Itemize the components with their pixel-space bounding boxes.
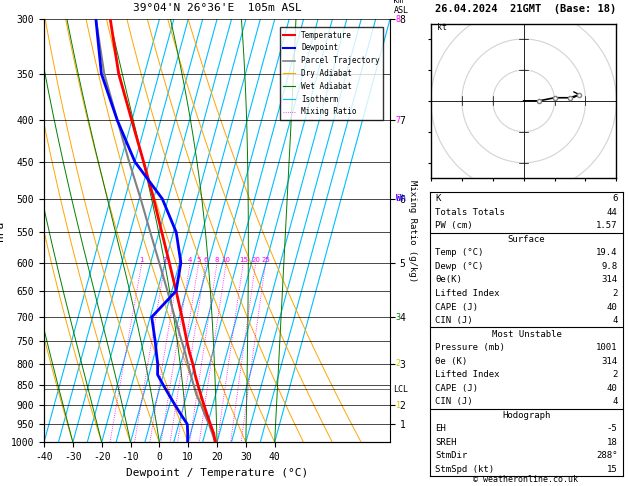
Text: 314: 314	[601, 357, 618, 365]
Text: kt: kt	[437, 23, 447, 32]
Text: 6: 6	[612, 194, 618, 203]
Text: 314: 314	[601, 276, 618, 284]
Text: 4: 4	[612, 316, 618, 325]
Text: 1: 1	[140, 257, 144, 263]
X-axis label: Dewpoint / Temperature (°C): Dewpoint / Temperature (°C)	[126, 468, 308, 478]
Text: 25: 25	[261, 257, 270, 263]
Text: 18: 18	[607, 438, 618, 447]
Text: 2: 2	[163, 257, 167, 263]
Text: 8: 8	[215, 257, 220, 263]
Text: 2: 2	[612, 289, 618, 298]
Text: 6: 6	[396, 194, 401, 203]
Text: θe (K): θe (K)	[435, 357, 468, 365]
Text: PW (cm): PW (cm)	[435, 221, 473, 230]
Text: Pressure (mb): Pressure (mb)	[435, 343, 505, 352]
Text: 44: 44	[607, 208, 618, 217]
Text: EH: EH	[435, 424, 446, 434]
Text: 40: 40	[607, 303, 618, 312]
Text: CIN (J): CIN (J)	[435, 316, 473, 325]
Text: Wh: Wh	[396, 194, 406, 203]
Text: 1001: 1001	[596, 343, 618, 352]
Text: 20: 20	[251, 257, 260, 263]
Text: 3: 3	[396, 312, 401, 322]
Text: Surface: Surface	[508, 235, 545, 244]
Text: 15: 15	[607, 465, 618, 474]
Text: © weatheronline.co.uk: © weatheronline.co.uk	[473, 475, 577, 484]
Text: 6: 6	[204, 257, 208, 263]
Text: CAPE (J): CAPE (J)	[435, 303, 479, 312]
Y-axis label: Mixing Ratio (g/kg): Mixing Ratio (g/kg)	[408, 180, 416, 282]
Text: km
ASL: km ASL	[394, 0, 408, 15]
Text: StmSpd (kt): StmSpd (kt)	[435, 465, 494, 474]
Text: 2: 2	[612, 370, 618, 379]
Text: 19.4: 19.4	[596, 248, 618, 258]
Text: 7: 7	[396, 116, 401, 125]
Text: 3: 3	[177, 257, 182, 263]
Text: CIN (J): CIN (J)	[435, 398, 473, 406]
Text: 26.04.2024  21GMT  (Base: 18): 26.04.2024 21GMT (Base: 18)	[435, 4, 616, 14]
Y-axis label: hPa: hPa	[0, 221, 5, 241]
Text: Totals Totals: Totals Totals	[435, 208, 505, 217]
Text: 15: 15	[239, 257, 248, 263]
Text: θe(K): θe(K)	[435, 276, 462, 284]
Text: 9.8: 9.8	[601, 262, 618, 271]
Text: 1: 1	[396, 401, 401, 410]
Text: StmDir: StmDir	[435, 451, 468, 460]
Text: 10: 10	[221, 257, 231, 263]
Text: Temp (°C): Temp (°C)	[435, 248, 484, 258]
Text: SREH: SREH	[435, 438, 457, 447]
Text: K: K	[435, 194, 441, 203]
Text: 1.57: 1.57	[596, 221, 618, 230]
Legend: Temperature, Dewpoint, Parcel Trajectory, Dry Adiabat, Wet Adiabat, Isotherm, Mi: Temperature, Dewpoint, Parcel Trajectory…	[281, 28, 382, 120]
Text: Hodograph: Hodograph	[503, 411, 550, 420]
Text: -5: -5	[607, 424, 618, 434]
Text: Lifted Index: Lifted Index	[435, 370, 500, 379]
Text: 40: 40	[607, 384, 618, 393]
Text: Lifted Index: Lifted Index	[435, 289, 500, 298]
Text: Dewp (°C): Dewp (°C)	[435, 262, 484, 271]
Text: CAPE (J): CAPE (J)	[435, 384, 479, 393]
Title: 39°04'N 26°36'E  105m ASL: 39°04'N 26°36'E 105m ASL	[133, 3, 301, 13]
Text: Most Unstable: Most Unstable	[491, 330, 562, 339]
Text: 2: 2	[396, 359, 401, 368]
Text: 4: 4	[612, 398, 618, 406]
Text: LCL: LCL	[394, 385, 408, 394]
Text: 4: 4	[188, 257, 192, 263]
Text: 288°: 288°	[596, 451, 618, 460]
Text: 8: 8	[396, 15, 401, 24]
Text: 5: 5	[196, 257, 201, 263]
